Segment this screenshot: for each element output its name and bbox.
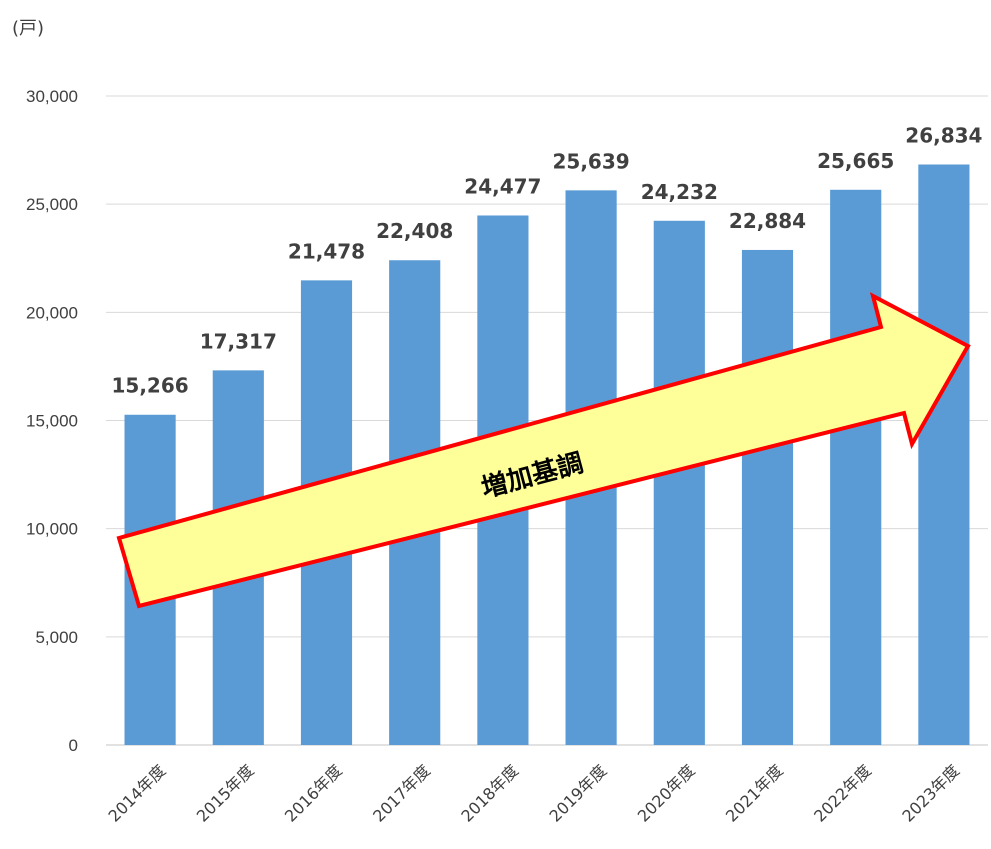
x-tick-label: 2015年度	[193, 761, 258, 826]
bar-value-label: 21,478	[288, 239, 365, 263]
y-tick-label: 0	[69, 736, 78, 755]
y-unit-label: (戸)	[12, 18, 44, 39]
bar	[830, 189, 882, 745]
y-tick-label: 20,000	[26, 303, 78, 322]
x-tick-label: 2018年度	[457, 761, 522, 826]
x-tick-label: 2016年度	[281, 761, 346, 826]
y-tick-label: 15,000	[26, 412, 78, 431]
bar-value-label: 22,884	[729, 209, 806, 233]
x-tick-label: 2014年度	[105, 761, 170, 826]
y-tick-label: 25,000	[26, 195, 78, 214]
trend-arrow-shape	[116, 292, 971, 609]
y-tick-label: 5,000	[35, 628, 78, 647]
bar-value-label: 25,639	[553, 149, 630, 173]
bar	[918, 164, 970, 745]
bar-value-label: 26,834	[905, 123, 982, 147]
y-tick-label: 30,000	[26, 87, 78, 106]
trend-arrow: 増加基調	[116, 292, 971, 609]
x-tick-label: 2022年度	[810, 761, 875, 826]
bar-value-label: 17,317	[200, 329, 277, 353]
x-tick-label: 2020年度	[634, 761, 699, 826]
bar-value-label: 25,665	[817, 149, 894, 173]
x-tick-label: 2021年度	[722, 761, 787, 826]
x-tick-label: 2017年度	[369, 761, 434, 826]
bar-value-label: 24,232	[641, 180, 718, 204]
y-axis-tick-labels: 0 5,000 10,000 15,000 20,000 25,000 30,000	[26, 87, 78, 755]
bar	[653, 220, 705, 745]
x-tick-label: 2023年度	[898, 761, 963, 826]
bar-value-label: 24,477	[464, 174, 541, 198]
bar-value-label: 15,266	[112, 374, 189, 398]
bar-value-label: 22,408	[376, 219, 453, 243]
y-tick-label: 10,000	[26, 520, 78, 539]
x-axis-tick-labels: 2014年度 2015年度 2016年度 2017年度 2018年度 2019年度 2020…	[105, 761, 964, 826]
bar	[741, 249, 794, 745]
x-tick-label: 2019年度	[546, 761, 611, 826]
bar-value-labels: 15,266 17,317 21,478 22,408 24,477 25,639 24,2…	[112, 123, 983, 397]
